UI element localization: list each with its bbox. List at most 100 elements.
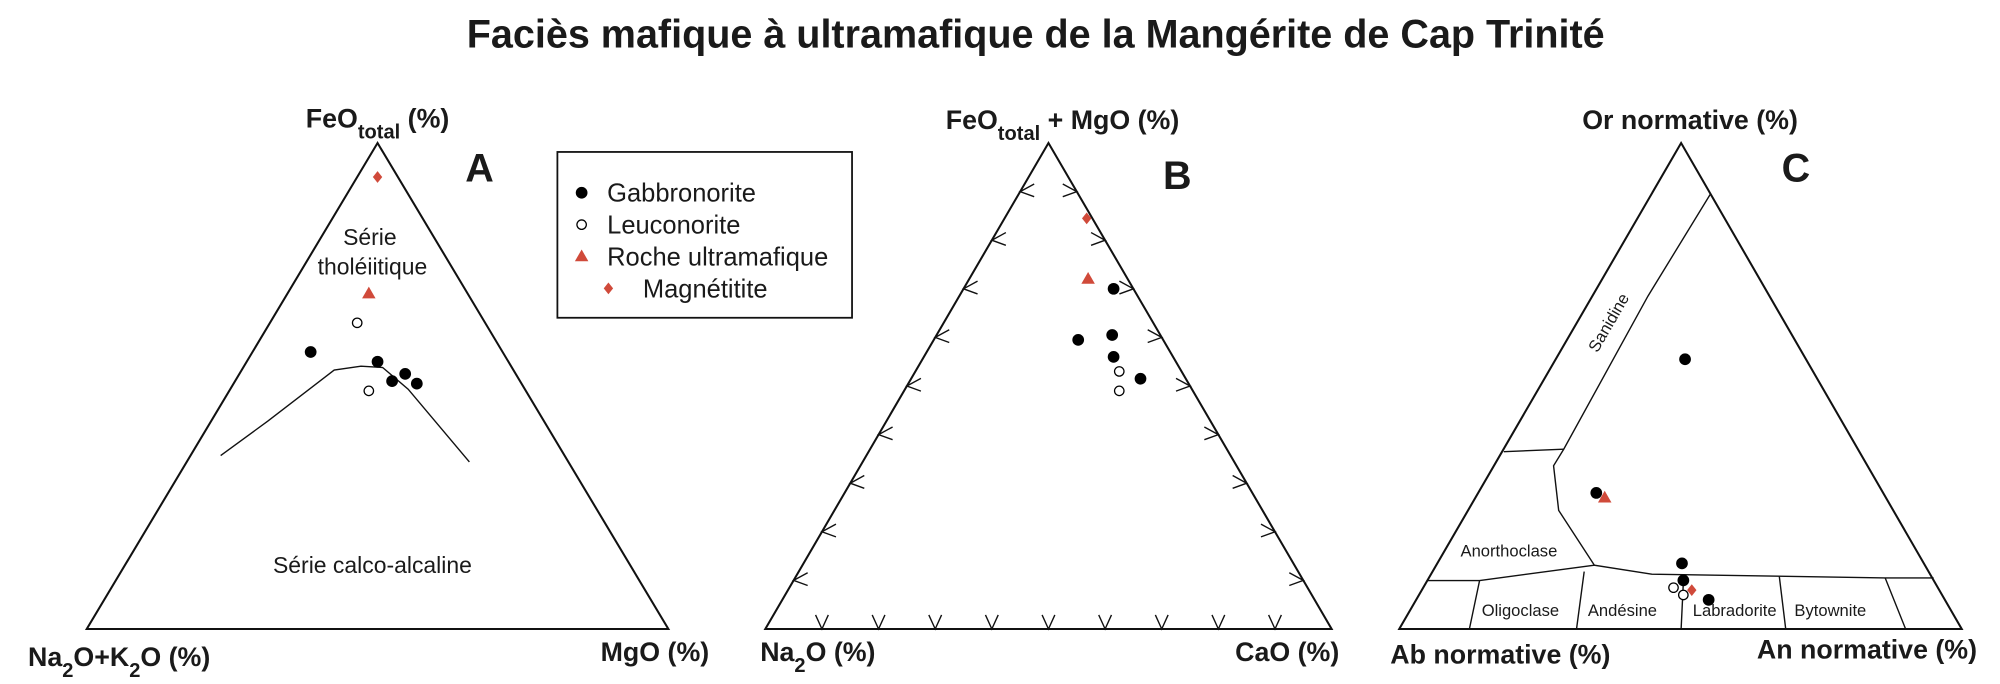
tick-mark bbox=[876, 426, 893, 441]
legend-box bbox=[556, 151, 853, 319]
triangle-a bbox=[84, 141, 671, 631]
panel-label: A bbox=[465, 146, 494, 190]
label-part: Ab normative (%) bbox=[1390, 639, 1610, 669]
legend-label: Leuconorite bbox=[607, 212, 740, 240]
tick-mark bbox=[1267, 614, 1283, 631]
point bbox=[1677, 589, 1689, 601]
point bbox=[1107, 282, 1120, 295]
triangle-b bbox=[763, 140, 1334, 631]
legend-marker bbox=[574, 249, 589, 262]
tick-mark bbox=[984, 614, 999, 631]
legend-label: Roche ultramafique bbox=[607, 243, 828, 271]
point bbox=[1597, 490, 1612, 503]
tick-mark bbox=[1260, 523, 1277, 538]
point bbox=[1072, 333, 1085, 346]
point bbox=[1590, 487, 1603, 499]
point bbox=[1081, 272, 1095, 284]
label-part: O (%) bbox=[140, 642, 210, 672]
field-label: Série bbox=[343, 224, 397, 250]
axis-label: CaO (%) bbox=[1235, 637, 1339, 667]
label-part: Na bbox=[28, 642, 63, 672]
tick-mark bbox=[1062, 183, 1079, 198]
tick-mark bbox=[905, 377, 922, 392]
tick-mark bbox=[933, 329, 950, 344]
field-boundary bbox=[1552, 193, 1934, 579]
label-part: 2 bbox=[62, 660, 73, 682]
point bbox=[410, 377, 423, 390]
tick-mark bbox=[1041, 614, 1056, 631]
tick-mark bbox=[814, 614, 829, 631]
label-part: (%) bbox=[400, 104, 449, 134]
field-label: Bytownite bbox=[1794, 601, 1866, 620]
point bbox=[1702, 593, 1715, 606]
point bbox=[1676, 557, 1688, 570]
tick-mark bbox=[848, 474, 865, 489]
point bbox=[363, 385, 375, 397]
tick-mark bbox=[1098, 614, 1113, 631]
point bbox=[1668, 582, 1679, 594]
label-part: total bbox=[998, 123, 1040, 145]
axis-label: Na2O+K2O (%) bbox=[28, 642, 210, 682]
point bbox=[386, 375, 398, 388]
tick-mark bbox=[871, 614, 886, 631]
legend-marker bbox=[603, 282, 614, 295]
label-part: Na bbox=[760, 637, 795, 667]
tick-mark bbox=[1175, 377, 1192, 392]
field-label: Sanidine bbox=[1584, 290, 1633, 355]
field-label: tholéiitique bbox=[318, 253, 428, 279]
label-part: 2 bbox=[794, 655, 805, 677]
label-part: FeO bbox=[946, 105, 998, 135]
tick-mark bbox=[961, 280, 978, 295]
panel-label: B bbox=[1163, 154, 1192, 198]
tick-mark bbox=[1090, 231, 1107, 246]
point bbox=[372, 171, 383, 183]
tick-mark bbox=[1018, 183, 1035, 198]
point bbox=[399, 367, 412, 380]
tick-marks bbox=[791, 183, 1306, 631]
point bbox=[1113, 385, 1125, 397]
label-part: FeO bbox=[306, 104, 358, 134]
point bbox=[351, 317, 363, 329]
label-part: MgO (%) bbox=[601, 637, 710, 667]
tick-mark bbox=[990, 231, 1007, 246]
legend-label: Magnétitite bbox=[643, 275, 768, 303]
boundary-curve bbox=[220, 365, 470, 463]
field-label: Andésine bbox=[1588, 601, 1657, 620]
point bbox=[1082, 212, 1092, 225]
label-part: 2 bbox=[129, 660, 140, 682]
field-label: Oligoclase bbox=[1482, 601, 1559, 620]
tick-mark bbox=[1119, 280, 1136, 295]
axis-label: FeOtotal (%) bbox=[306, 104, 450, 144]
label-part: O+K bbox=[73, 642, 129, 672]
tick-mark bbox=[1211, 614, 1226, 631]
axis-label: Na2O (%) bbox=[760, 637, 875, 677]
legend-label: Gabbronorite bbox=[607, 180, 756, 208]
label-part: An normative (%) bbox=[1757, 634, 1977, 664]
axis-label: FeOtotal + MgO (%) bbox=[946, 105, 1179, 145]
field-label: Série calco-alcaline bbox=[273, 552, 472, 578]
tick-mark bbox=[928, 614, 943, 631]
field-boundary bbox=[1427, 564, 1595, 582]
tick-mark bbox=[820, 523, 837, 538]
point bbox=[1134, 372, 1147, 385]
point bbox=[1687, 584, 1697, 596]
tick-mark bbox=[1154, 614, 1169, 631]
field-label: Anorthoclase bbox=[1461, 541, 1558, 560]
tick-mark bbox=[791, 572, 808, 587]
figure-title: Faciès mafique à ultramafique de la Mang… bbox=[467, 12, 1605, 56]
label-part: + MgO (%) bbox=[1040, 105, 1179, 135]
point bbox=[1113, 366, 1125, 377]
tick-mark bbox=[1204, 426, 1221, 441]
label-part: Or normative (%) bbox=[1582, 105, 1798, 135]
point bbox=[1677, 574, 1690, 587]
label-part: O (%) bbox=[806, 637, 876, 667]
legend-marker bbox=[576, 219, 587, 231]
legend-marker bbox=[575, 186, 588, 199]
tick-mark bbox=[1147, 329, 1164, 344]
triangle-c bbox=[1397, 140, 1964, 631]
axis-label: Ab normative (%) bbox=[1390, 639, 1610, 669]
point bbox=[1106, 329, 1119, 341]
point bbox=[362, 286, 376, 299]
